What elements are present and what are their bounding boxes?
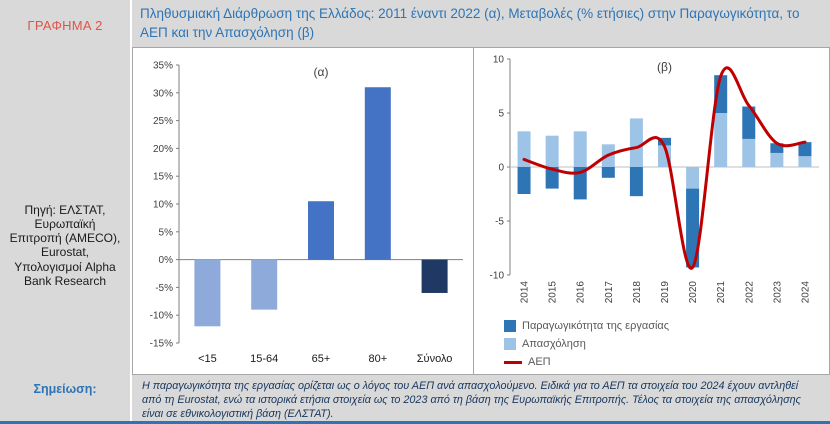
stacked-bar-segment	[686, 188, 700, 268]
x-year-label: 2014	[520, 281, 531, 304]
note-label: Σημείωση:	[0, 375, 130, 421]
stacked-bar-segment	[517, 167, 531, 194]
legend-swatch	[504, 320, 516, 332]
y-tick-label: 10%	[153, 200, 173, 211]
y-tick-label: 15%	[153, 172, 173, 183]
x-year-label: 2023	[772, 281, 783, 304]
y-tick-label: 0%	[159, 255, 174, 266]
y-tick-label: 25%	[153, 116, 173, 127]
chart-beta-panel: 10 5 0 -5 -10 2014 2015 2016 2017 2018 2019 2020 202…	[474, 48, 829, 374]
legend-label: Παραγωγικότητα της εργασίας	[522, 320, 670, 332]
x-year-label: 2022	[744, 281, 755, 304]
charts-panel: 35% 30% 25% 20% 15% 10% 5% 0% -5% -10% -15% <15 15-6…	[132, 47, 830, 375]
stacked-bar-segment	[545, 167, 559, 189]
stacked-bar-segment	[629, 167, 643, 197]
stacked-bar-segment	[601, 167, 615, 178]
stacked-bar-segment	[742, 106, 756, 139]
x-category-label: 65+	[312, 353, 331, 365]
x-year-label: 2017	[604, 281, 615, 304]
y-tick-label: 5	[498, 109, 504, 120]
stacked-bar-segment	[770, 152, 784, 167]
note-text: Η παραγωγικότητα της εργασίας ορίζεται ω…	[132, 375, 830, 421]
y-tick-label: 35%	[153, 61, 173, 72]
legend-item: Παραγωγικότητα της εργασίας	[504, 317, 829, 335]
y-tick-label: 10	[493, 55, 505, 66]
legend-label: ΑΕΠ	[528, 356, 551, 368]
x-year-label: 2024	[800, 281, 811, 304]
x-category-label: 15-64	[250, 353, 278, 365]
gdp-combo-chart: 10 5 0 -5 -10 2014 2015 2016 2017 2018 2019 2020 202…	[490, 55, 819, 304]
gdp-line	[522, 66, 807, 270]
stacked-bar-segment	[517, 131, 531, 167]
x-category-label: Σύνολο	[417, 353, 453, 365]
x-category-label: <15	[198, 353, 217, 365]
legend-swatch	[504, 338, 516, 350]
stacked-bar-segment	[798, 156, 812, 167]
bar-Σύνολο	[421, 259, 448, 293]
x-year-label: 2020	[688, 281, 699, 304]
bar-<15	[194, 259, 221, 327]
y-tick-label: 20%	[153, 144, 173, 155]
bottom-accent-bar	[0, 421, 830, 424]
bar-80+	[364, 87, 391, 260]
panel-label-alpha: (α)	[314, 65, 329, 79]
chart-legend: Παραγωγικότητα της εργασίας Απασχόληση ΑΕΠ	[504, 317, 829, 371]
legend-item: ΑΕΠ	[504, 353, 829, 371]
y-tick-label: 5%	[159, 227, 174, 238]
y-tick-label: -15%	[150, 339, 173, 350]
y-tick-label: 0	[498, 163, 504, 174]
x-category-label: 80+	[368, 353, 387, 365]
x-year-label: 2021	[716, 281, 727, 304]
source-note: Πηγή: ΕΛΣΤΑΤ, Ευρωπαϊκή Επιτροπή (AMECO)…	[0, 47, 130, 375]
stacked-bar-segment	[658, 137, 671, 146]
chart-alpha-panel: 35% 30% 25% 20% 15% 10% 5% 0% -5% -10% -15% <15 15-6…	[133, 48, 474, 374]
panel-label-beta: (β)	[657, 60, 672, 74]
x-year-label: 2018	[632, 281, 643, 304]
stacked-bar-segment	[573, 131, 587, 167]
x-year-label: 2019	[660, 281, 671, 304]
y-tick-label: -10	[490, 271, 505, 282]
stacked-bar-segment	[742, 138, 756, 167]
x-year-label: 2015	[548, 281, 559, 304]
bar-15-64	[251, 259, 278, 310]
stacked-bar-segment	[798, 142, 812, 157]
stacked-bar-segment	[545, 135, 559, 167]
page-title: Πληθυσμιακή Διάρθρωση της Ελλάδος: 2011 …	[132, 0, 830, 47]
bar-65+	[308, 201, 334, 260]
stacked-bar-segment	[770, 143, 784, 153]
stacked-bar-segment	[714, 113, 728, 167]
y-tick-label: 30%	[153, 88, 173, 99]
stacked-bar-segment	[573, 167, 587, 200]
sidebar-divider	[130, 0, 132, 421]
population-bar-chart: 35% 30% 25% 20% 15% 10% 5% 0% -5% -10% -15% <15 15-6…	[150, 61, 463, 365]
y-tick-label: -10%	[150, 311, 173, 322]
figure-label: ΓΡΑΦΗΜΑ 2	[0, 0, 130, 47]
y-tick-label: -5	[495, 217, 504, 228]
legend-item: Απασχόληση	[504, 335, 829, 353]
stacked-bar-segment	[686, 167, 700, 189]
legend-label: Απασχόληση	[522, 338, 586, 350]
legend-line-swatch	[504, 360, 522, 364]
x-year-label: 2016	[576, 281, 587, 304]
stacked-bar-segment	[629, 118, 643, 167]
y-tick-label: -5%	[155, 283, 173, 294]
